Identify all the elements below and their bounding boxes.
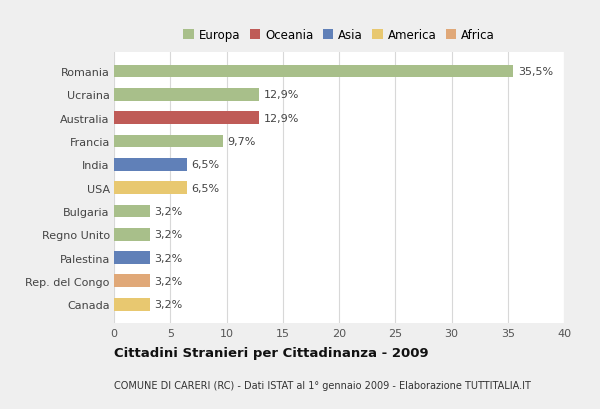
- Text: 12,9%: 12,9%: [263, 90, 299, 100]
- Text: 3,2%: 3,2%: [155, 207, 183, 216]
- Text: 9,7%: 9,7%: [227, 137, 256, 146]
- Bar: [114, 65, 514, 78]
- Bar: [114, 228, 150, 241]
- Text: 6,5%: 6,5%: [191, 183, 220, 193]
- Text: 3,2%: 3,2%: [155, 253, 183, 263]
- Text: 3,2%: 3,2%: [155, 299, 183, 310]
- Bar: [114, 112, 259, 125]
- Bar: [114, 182, 187, 195]
- Text: Cittadini Stranieri per Cittadinanza - 2009: Cittadini Stranieri per Cittadinanza - 2…: [114, 346, 428, 359]
- Text: 6,5%: 6,5%: [191, 160, 220, 170]
- Bar: [114, 298, 150, 311]
- Bar: [114, 158, 187, 171]
- Bar: [114, 135, 223, 148]
- Text: 12,9%: 12,9%: [263, 113, 299, 124]
- Bar: [114, 275, 150, 288]
- Bar: [114, 252, 150, 264]
- Bar: [114, 89, 259, 101]
- Text: 3,2%: 3,2%: [155, 230, 183, 240]
- Text: 35,5%: 35,5%: [518, 67, 553, 77]
- Text: 3,2%: 3,2%: [155, 276, 183, 286]
- Bar: [114, 205, 150, 218]
- Text: COMUNE DI CARERI (RC) - Dati ISTAT al 1° gennaio 2009 - Elaborazione TUTTITALIA.: COMUNE DI CARERI (RC) - Dati ISTAT al 1°…: [114, 380, 531, 391]
- Legend: Europa, Oceania, Asia, America, Africa: Europa, Oceania, Asia, America, Africa: [181, 27, 497, 44]
